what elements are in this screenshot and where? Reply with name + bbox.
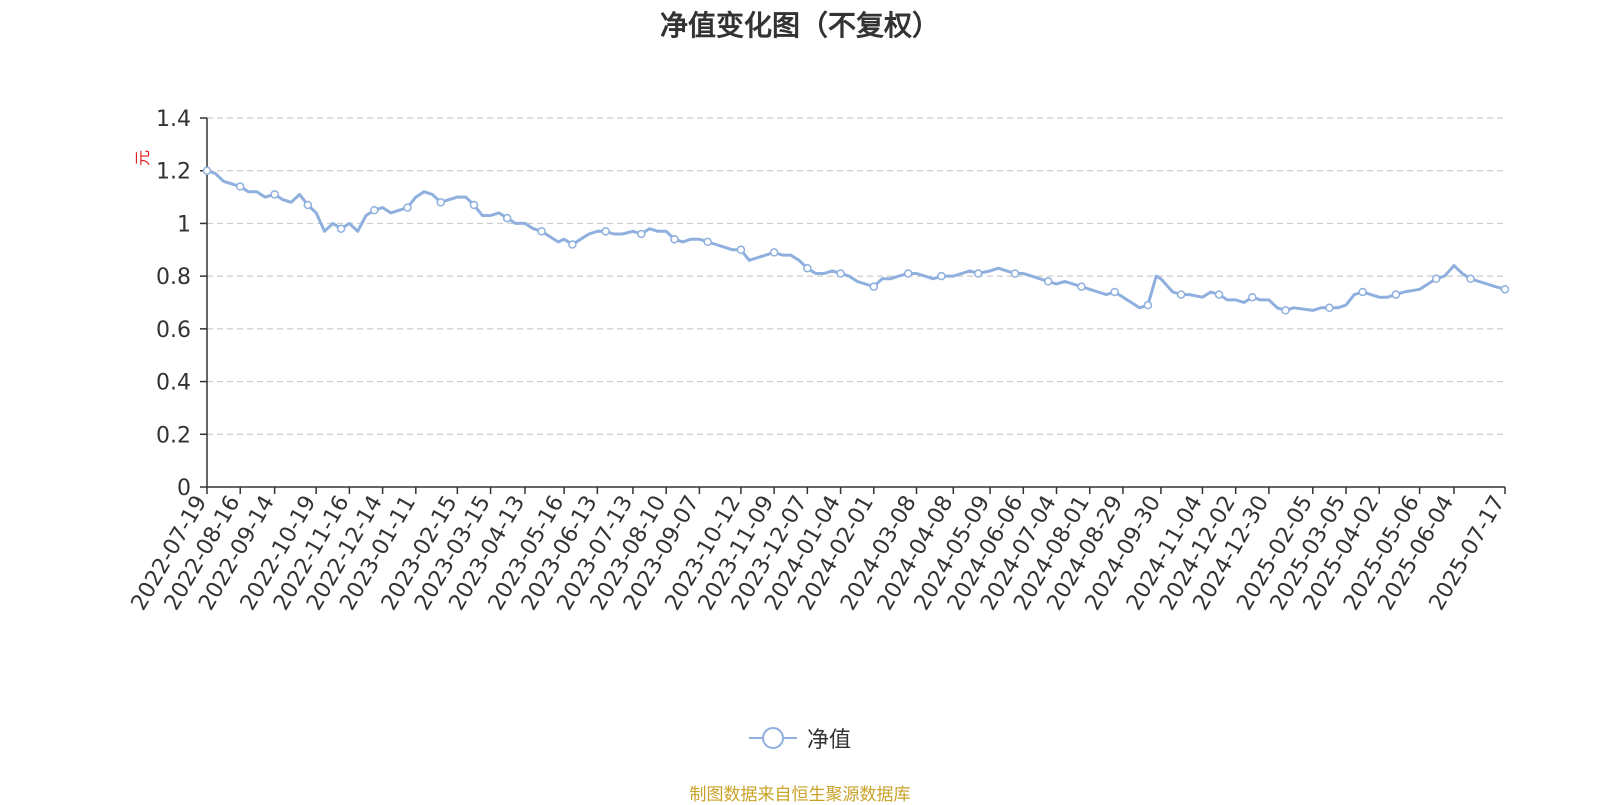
data-point — [869, 282, 879, 291]
data-point — [1466, 274, 1475, 284]
data-point — [303, 200, 313, 210]
data-source-note: 制图数据来自恒生聚源数据库 — [689, 785, 911, 805]
data-point — [973, 269, 983, 278]
data-point — [636, 229, 646, 239]
data-point — [1010, 269, 1020, 278]
data-point — [1358, 287, 1367, 297]
data-point — [1431, 274, 1441, 284]
series-layer — [202, 166, 1510, 315]
data-point — [1500, 285, 1510, 294]
data-point — [1325, 303, 1334, 313]
data-point — [1281, 306, 1290, 315]
data-point — [403, 203, 412, 212]
legend[interactable]: 净值 — [0, 722, 1600, 756]
data-point — [903, 269, 913, 278]
data-point — [836, 269, 845, 278]
y-tick-label: 0.2 — [156, 423, 191, 448]
series-line — [206, 169, 1506, 312]
data-point — [1110, 287, 1119, 297]
data-point — [703, 237, 712, 247]
data-point — [537, 227, 546, 236]
y-unit-label: 元 — [133, 150, 152, 166]
y-tick-label: 0 — [177, 476, 191, 501]
y-tick-label: 0.6 — [156, 318, 191, 343]
data-point — [1214, 290, 1224, 299]
data-point — [1043, 277, 1053, 286]
data-point — [336, 224, 346, 233]
y-tick-label: 1.2 — [156, 160, 191, 185]
data-point — [803, 263, 812, 273]
data-point — [1176, 290, 1186, 299]
data-point — [370, 206, 379, 215]
data-point — [235, 182, 245, 191]
legend-item-series[interactable]: 净值 — [748, 722, 851, 754]
data-point — [270, 190, 279, 199]
data-point — [568, 240, 577, 249]
y-tick-label: 1 — [177, 212, 191, 237]
data-point — [1143, 300, 1153, 310]
y-tick-label: 0.4 — [156, 371, 191, 396]
data-point — [1248, 292, 1257, 302]
data-point — [736, 245, 746, 255]
data-point — [1077, 282, 1086, 291]
data-point — [769, 248, 779, 257]
data-point — [670, 234, 679, 244]
data-point — [469, 200, 479, 210]
chart-title: 净值变化图（不复权） — [659, 9, 940, 42]
data-point — [502, 213, 512, 223]
data-point — [601, 227, 610, 236]
y-tick-label: 0.8 — [156, 265, 191, 290]
data-point — [1391, 290, 1401, 299]
data-point — [436, 198, 445, 207]
axes: 00.20.40.60.811.21.42022-07-192022-08-16… — [127, 107, 1511, 615]
data-point — [202, 166, 212, 175]
data-point — [937, 271, 946, 281]
legend-label: 净值 — [806, 728, 851, 753]
legend-marker-icon — [748, 727, 797, 749]
y-tick-label: 1.4 — [156, 107, 191, 132]
grid-lines — [207, 117, 1505, 435]
